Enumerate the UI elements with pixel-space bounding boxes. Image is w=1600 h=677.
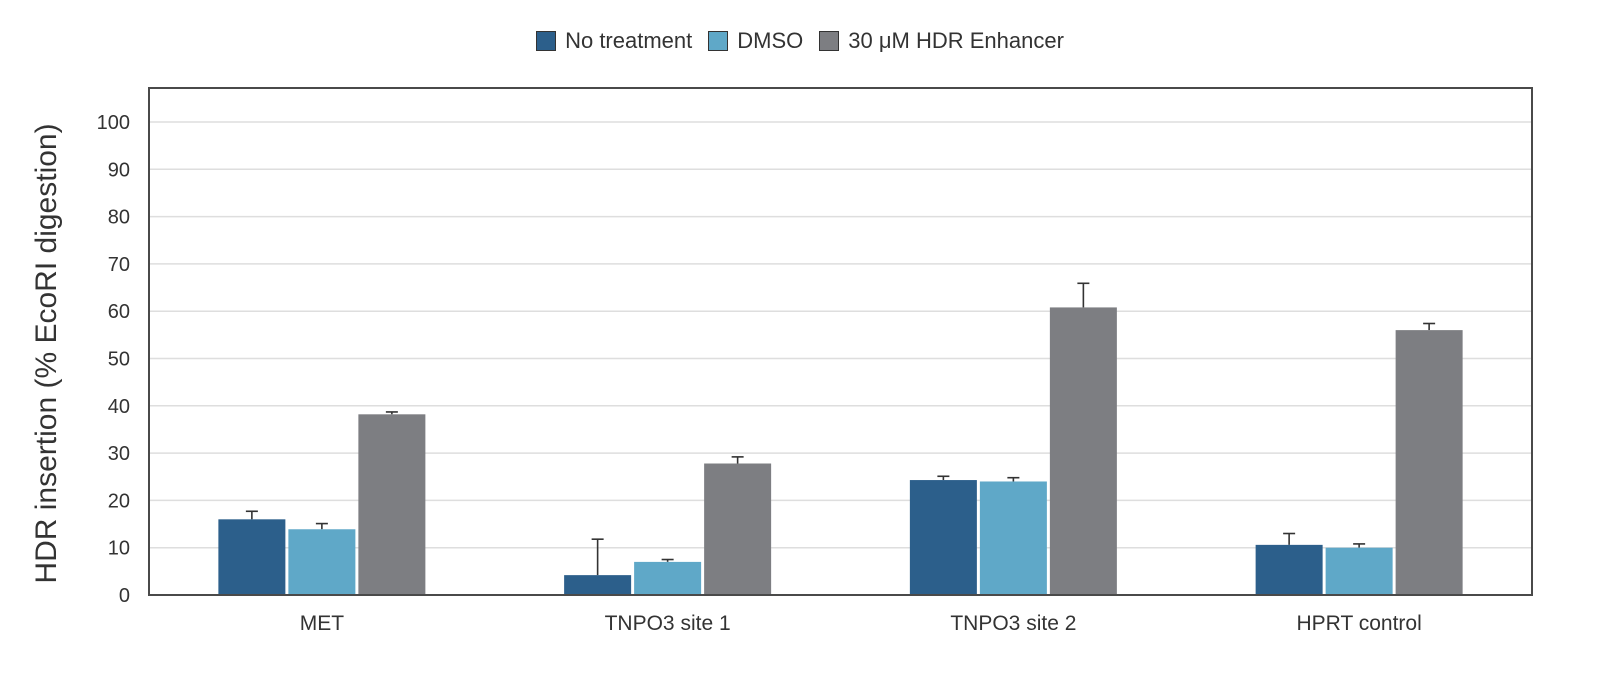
y-tick-label: 90 [108,159,130,181]
bar [1325,547,1393,595]
y-tick-label: 80 [108,207,130,229]
y-tick-label: 60 [108,301,130,323]
x-category-label: MET [300,612,345,635]
legend-label: DMSO [737,28,804,53]
plot-frame [148,87,1533,596]
x-category-label: TNPO3 site 2 [950,612,1076,635]
y-tick-label: 0 [119,585,130,607]
y-tick-label: 40 [108,396,130,418]
bar [218,519,286,595]
y-tick-label: 100 [97,112,130,134]
y-tick-label: 10 [108,538,130,560]
legend-label: 30 μM HDR Enhancer [848,28,1064,53]
x-category-label: TNPO3 site 1 [605,612,731,635]
y-tick-label: 30 [108,443,130,465]
bar [909,480,977,595]
bar [288,529,356,595]
legend-swatch [819,31,840,51]
y-tick-label: 50 [108,349,130,371]
bar [1049,307,1117,595]
legend-swatch [708,31,729,51]
legend-label: No treatment [565,28,693,53]
bar [634,561,702,595]
bar [704,463,772,595]
bar [358,414,426,595]
bar [979,481,1047,595]
bar [1255,544,1323,595]
legend-item: No treatment [536,28,692,54]
y-axis-title: HDR insertion (% EcoRI digestion) [30,123,63,583]
y-tick-label: 20 [108,490,130,512]
y-tick-label: 70 [108,254,130,276]
x-category-label: HPRT control [1296,612,1421,635]
legend-item: DMSO [708,28,803,54]
bar [1395,330,1463,595]
legend-swatch [536,31,557,51]
bar [564,575,632,595]
legend-item: 30 μM HDR Enhancer [819,28,1064,54]
legend: No treatment DMSO 30 μM HDR Enhancer [0,24,1600,58]
